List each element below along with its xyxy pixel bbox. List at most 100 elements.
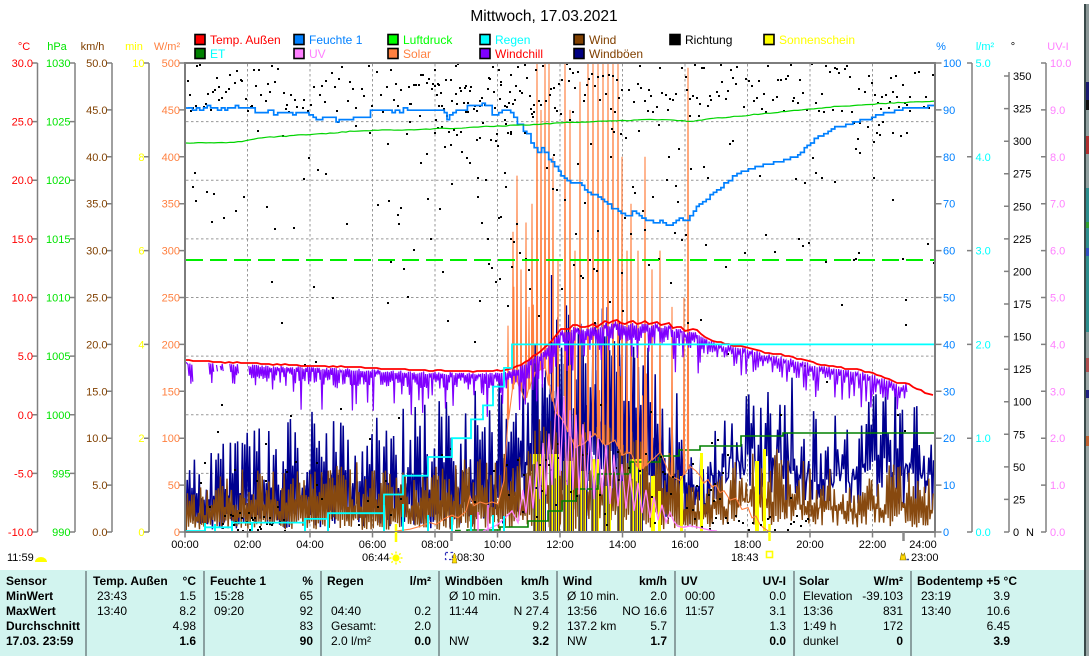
svg-text:300: 300 [162, 246, 180, 258]
svg-text:4.0: 4.0 [976, 152, 991, 164]
svg-text:%: % [936, 41, 946, 53]
svg-text:50: 50 [1013, 462, 1025, 474]
svg-text:75: 75 [1013, 429, 1025, 441]
svg-text:80: 80 [943, 152, 955, 164]
svg-text:50: 50 [168, 480, 180, 492]
svg-text:0.0: 0.0 [976, 527, 991, 539]
svg-text:90: 90 [943, 105, 955, 117]
svg-text:990: 990 [52, 527, 70, 539]
svg-text:°: ° [1011, 41, 1015, 53]
svg-text:6: 6 [138, 246, 144, 258]
svg-text:5.0: 5.0 [92, 480, 107, 492]
svg-text:20.0: 20.0 [86, 339, 107, 351]
svg-text:5.0: 5.0 [976, 58, 991, 70]
svg-text:30.0: 30.0 [12, 58, 33, 70]
svg-text:995: 995 [52, 468, 70, 480]
svg-text:15.0: 15.0 [12, 234, 33, 246]
svg-text:1000: 1000 [46, 410, 70, 422]
svg-text:Regen: Regen [495, 33, 530, 47]
svg-text:8.0: 8.0 [1050, 152, 1065, 164]
svg-text:150: 150 [1013, 332, 1031, 344]
svg-text:UV: UV [309, 47, 326, 61]
svg-text:2: 2 [138, 433, 144, 445]
svg-text:70: 70 [943, 199, 955, 211]
svg-text:25.0: 25.0 [86, 293, 107, 305]
svg-text:125: 125 [1013, 364, 1031, 376]
svg-text:60: 60 [943, 246, 955, 258]
svg-text:10.0: 10.0 [1050, 58, 1071, 70]
svg-text:45.0: 45.0 [86, 105, 107, 117]
svg-text:14:00: 14:00 [609, 539, 637, 551]
svg-text:175: 175 [1013, 299, 1031, 311]
svg-text:°C: °C [18, 41, 30, 53]
svg-text:km/h: km/h [81, 41, 105, 53]
svg-text:9.0: 9.0 [1050, 105, 1065, 117]
svg-text:0: 0 [174, 527, 180, 539]
svg-text:0: 0 [1013, 527, 1019, 539]
svg-text:2.0: 2.0 [976, 339, 991, 351]
svg-text:Richtung: Richtung [685, 33, 732, 47]
svg-text:23:00: 23:00 [911, 552, 939, 564]
svg-text:200: 200 [1013, 266, 1031, 278]
svg-text:3.0: 3.0 [1050, 386, 1065, 398]
svg-text:4: 4 [138, 339, 144, 351]
svg-text:275: 275 [1013, 169, 1031, 181]
svg-text:18:00: 18:00 [734, 539, 762, 551]
svg-text:4.0: 4.0 [1050, 339, 1065, 351]
svg-text:Luftdruck: Luftdruck [403, 33, 453, 47]
svg-text:08:30: 08:30 [457, 552, 485, 564]
svg-text:30.0: 30.0 [86, 246, 107, 258]
svg-text:1010: 1010 [46, 293, 70, 305]
svg-text:Mittwoch, 17.03.2021: Mittwoch, 17.03.2021 [470, 8, 617, 25]
svg-text:50.0: 50.0 [86, 58, 107, 70]
svg-text:20:00: 20:00 [796, 539, 824, 551]
svg-text:0.0: 0.0 [18, 410, 33, 422]
svg-text:04:00: 04:00 [296, 539, 324, 551]
svg-text:400: 400 [162, 152, 180, 164]
svg-text:Solar: Solar [403, 47, 431, 61]
svg-text:3.0: 3.0 [976, 246, 991, 258]
svg-text:ET: ET [210, 47, 226, 61]
svg-text:450: 450 [162, 105, 180, 117]
svg-text:10: 10 [132, 58, 144, 70]
svg-text:25: 25 [1013, 494, 1025, 506]
svg-text:100: 100 [162, 433, 180, 445]
svg-text:8: 8 [138, 152, 144, 164]
svg-text:1.0: 1.0 [1050, 480, 1065, 492]
svg-text:250: 250 [162, 293, 180, 305]
svg-text:20: 20 [943, 433, 955, 445]
svg-text:min: min [125, 41, 143, 53]
svg-text:22:00: 22:00 [859, 539, 887, 551]
svg-text:30: 30 [943, 386, 955, 398]
svg-text:-5.0: -5.0 [14, 468, 33, 480]
svg-text:40.0: 40.0 [86, 152, 107, 164]
svg-text:200: 200 [162, 339, 180, 351]
svg-text:25.0: 25.0 [12, 117, 33, 129]
svg-text:350: 350 [162, 199, 180, 211]
svg-text:5.0: 5.0 [18, 351, 33, 363]
svg-text:250: 250 [1013, 201, 1031, 213]
svg-text:1005: 1005 [46, 351, 70, 363]
svg-text:15.0: 15.0 [86, 386, 107, 398]
svg-text:150: 150 [162, 386, 180, 398]
svg-text:Windchill: Windchill [495, 47, 543, 61]
svg-text:5.0: 5.0 [1050, 293, 1065, 305]
svg-text:350: 350 [1013, 71, 1031, 83]
svg-text:Temp. Außen: Temp. Außen [210, 33, 281, 47]
svg-text:16:00: 16:00 [671, 539, 699, 551]
svg-text:225: 225 [1013, 234, 1031, 246]
svg-text:35.0: 35.0 [86, 199, 107, 211]
svg-text:10: 10 [943, 480, 955, 492]
svg-text:0.0: 0.0 [1050, 527, 1065, 539]
svg-text:0.0: 0.0 [92, 527, 107, 539]
svg-text:20.0: 20.0 [12, 175, 33, 187]
svg-text:7.0: 7.0 [1050, 199, 1065, 211]
svg-text:1020: 1020 [46, 175, 70, 187]
svg-text:02:00: 02:00 [234, 539, 262, 551]
svg-text:00:00: 00:00 [171, 539, 199, 551]
svg-text:1.0: 1.0 [976, 433, 991, 445]
svg-text:10.0: 10.0 [86, 433, 107, 445]
svg-text:325: 325 [1013, 104, 1031, 116]
svg-text:0: 0 [138, 527, 144, 539]
svg-text:W/m²: W/m² [154, 41, 181, 53]
